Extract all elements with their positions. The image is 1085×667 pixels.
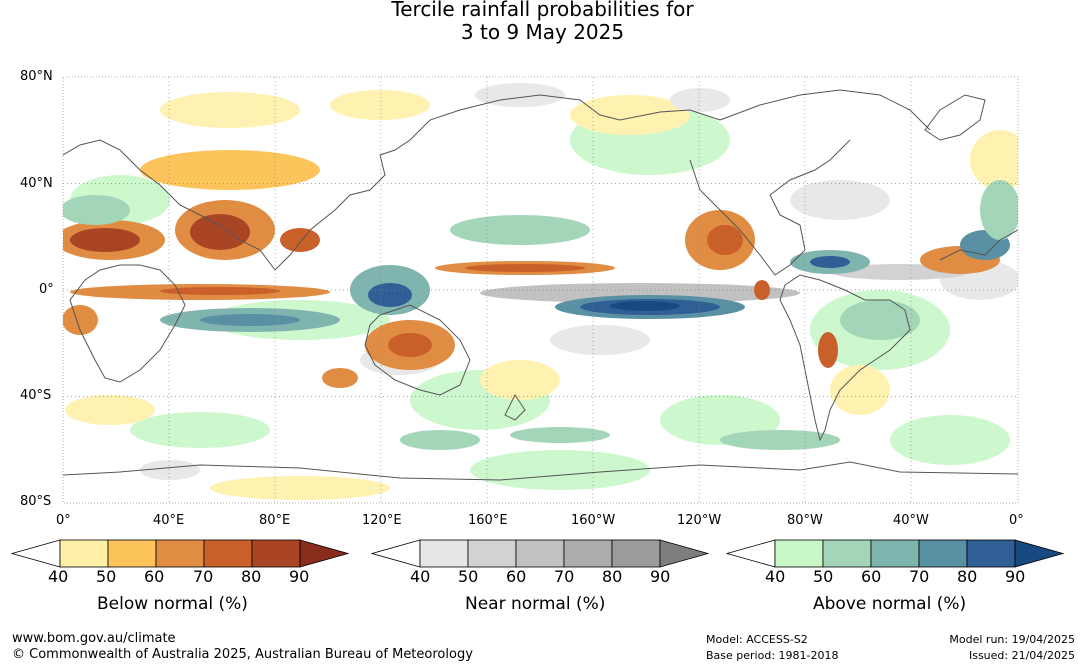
lon-label-0: 0°: [56, 513, 71, 528]
map-field: [63, 77, 1018, 503]
legend-below-normal-colorbar: [10, 539, 350, 568]
legend-above-swatch-1: [822, 539, 872, 568]
lon-label-120w: 120°W: [677, 513, 722, 528]
above-normal-regions: [63, 180, 1018, 450]
legend-below-swatch-0: [59, 539, 109, 568]
lon-label-0-east: 0°: [1009, 513, 1024, 528]
legend-above-swatch-5: [1014, 539, 1065, 568]
legend-above-tick-40: 40: [765, 567, 786, 586]
legend-below-swatch-1: [107, 539, 157, 568]
legend-above-tick-90: 90: [1005, 567, 1026, 586]
map-title-line1: Tercile rainfall probabilities for: [391, 0, 694, 21]
legend-below-title: Below normal (%): [97, 594, 248, 614]
legend-near-normal-colorbar: [370, 539, 710, 568]
footer-model: Model: ACCESS-S2: [706, 633, 808, 646]
footer-issued: Issued: 21/04/2025: [968, 649, 1075, 662]
legend-below-tick-90: 90: [289, 567, 310, 586]
legend-near-swatch-1: [467, 539, 517, 568]
lon-label-160w: 160°W: [571, 513, 616, 528]
footer-copyright: © Commonwealth of Australia 2025, Austra…: [12, 647, 473, 662]
map-title-line2: 3 to 9 May 2025: [460, 20, 625, 44]
graticule: [63, 77, 1018, 503]
legend-above-tick-50: 50: [813, 567, 834, 586]
legend-near-tick-60: 60: [506, 567, 527, 586]
near-normal-band: [480, 283, 800, 303]
legend-below-tick-40: 40: [48, 567, 69, 586]
legend-near-tick-70: 70: [554, 567, 575, 586]
lat-label-equator: 0°: [39, 282, 54, 297]
legend-near-tick-90: 90: [650, 567, 671, 586]
legend-above-title: Above normal (%): [813, 594, 967, 614]
legend-above-swatch-4: [966, 539, 1016, 568]
field-patches: [65, 83, 1018, 500]
legend-near-tick-40: 40: [410, 567, 431, 586]
legend-below-swatch-5: [299, 539, 350, 568]
legend-near-swatch-4: [611, 539, 661, 568]
legend-near-swatch-0: [419, 539, 469, 568]
lon-label-40w: 40°W: [893, 513, 929, 528]
legend-below-tick-50: 50: [96, 567, 117, 586]
coastlines: [63, 89, 1018, 481]
lat-label-80s: 80°S: [20, 494, 52, 509]
legend-near-title: Near normal (%): [465, 594, 606, 614]
lon-label-40e: 40°E: [153, 513, 185, 528]
legend-above-swatch-3: [918, 539, 968, 568]
legend-above-normal-colorbar: [725, 539, 1065, 568]
lon-label-120e: 120°E: [362, 513, 402, 528]
legend-near-swatch-5: [659, 539, 710, 568]
legend-near-tick-80: 80: [602, 567, 623, 586]
footer-model-run: Model run: 19/04/2025: [949, 633, 1075, 646]
legend-below-swatch-2: [155, 539, 205, 568]
legend-near-low-arrow: [370, 539, 421, 568]
footer-url: www.bom.gov.au/climate: [12, 631, 176, 646]
footer-base-period: Base period: 1981-2018: [706, 649, 839, 662]
legend-above-swatch-0: [774, 539, 824, 568]
lat-label-80n: 80°N: [20, 69, 53, 84]
legend-above-tick-70: 70: [909, 567, 930, 586]
lon-label-80w: 80°W: [787, 513, 823, 528]
legend-above-tick-80: 80: [957, 567, 978, 586]
legend-above-tick-60: 60: [861, 567, 882, 586]
legend-above-swatch-2: [870, 539, 920, 568]
lat-label-40n: 40°N: [20, 176, 53, 191]
legend-below-swatch-3: [203, 539, 253, 568]
lon-label-80e: 80°E: [259, 513, 291, 528]
legend-below-swatch-4: [251, 539, 301, 568]
lat-label-40s: 40°S: [20, 388, 52, 403]
lon-label-160e: 160°E: [468, 513, 508, 528]
legend-near-tick-50: 50: [458, 567, 479, 586]
map-frame: [62, 76, 1019, 504]
legend-below-tick-60: 60: [144, 567, 165, 586]
below-normal-regions: [63, 150, 1000, 388]
legend-below-tick-70: 70: [193, 567, 214, 586]
legend-below-low-arrow: [10, 539, 61, 568]
legend-near-swatch-2: [515, 539, 565, 568]
legend-near-swatch-3: [563, 539, 613, 568]
legend-above-low-arrow: [725, 539, 776, 568]
legend-below-tick-80: 80: [241, 567, 262, 586]
